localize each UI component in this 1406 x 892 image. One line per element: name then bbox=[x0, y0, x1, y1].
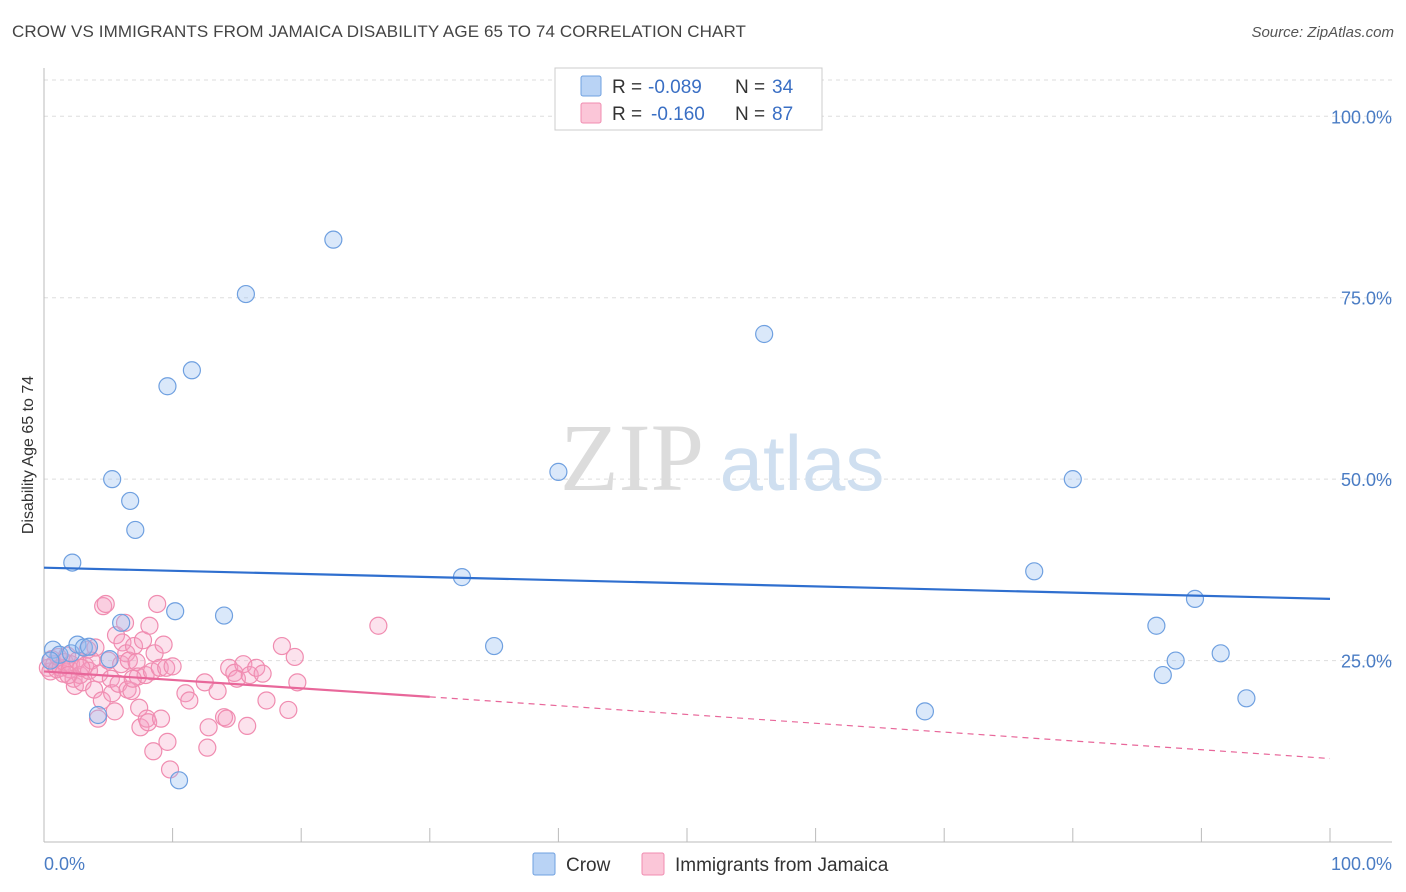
bottom-legend: Crow Immigrants from Jamaica bbox=[532, 852, 889, 876]
crow-point bbox=[485, 636, 504, 656]
jamaica-point bbox=[257, 691, 276, 710]
jamaica-point bbox=[288, 673, 307, 692]
jamaica-point bbox=[96, 594, 115, 614]
legend-jamaica-swatch bbox=[580, 102, 602, 124]
crow-point bbox=[1153, 665, 1172, 685]
jamaica-point bbox=[279, 700, 298, 720]
legend-crow-r-value: -0.089 bbox=[648, 77, 702, 98]
chart-source: Source: ZipAtlas.com bbox=[1251, 24, 1394, 41]
jamaica-point bbox=[157, 658, 176, 677]
watermark: ZIP atlas bbox=[560, 404, 884, 511]
crow-point bbox=[236, 284, 256, 304]
axes bbox=[43, 68, 1392, 843]
crow-point bbox=[1237, 689, 1256, 708]
legend-crow-n-value: 34 bbox=[772, 77, 794, 98]
crow-point bbox=[1147, 616, 1166, 635]
crow-point bbox=[1185, 589, 1205, 608]
series-crow-points bbox=[41, 230, 1256, 790]
jamaica-point bbox=[208, 681, 227, 701]
crow-point bbox=[755, 324, 774, 344]
legend: R = -0.089 N = 34 R = -0.160 N = 87 bbox=[554, 67, 823, 131]
jamaica-point bbox=[158, 732, 177, 751]
jamaica-point bbox=[272, 636, 292, 656]
jamaica-point bbox=[154, 635, 173, 654]
crow-point bbox=[63, 553, 82, 572]
crow-point bbox=[915, 702, 935, 721]
jamaica-trend-line bbox=[43, 670, 430, 698]
jamaica-point bbox=[144, 742, 163, 761]
crow-point bbox=[88, 705, 108, 725]
crow-point bbox=[1166, 651, 1185, 670]
jamaica-point bbox=[72, 658, 91, 677]
y-tick-label: 50.0% bbox=[1341, 470, 1392, 490]
crow-point bbox=[112, 613, 131, 632]
crow-point bbox=[103, 470, 122, 489]
y-tick-label: 75.0% bbox=[1341, 289, 1392, 309]
watermark-atlas: atlas bbox=[720, 419, 885, 507]
crow-point bbox=[158, 377, 177, 396]
jamaica-point bbox=[92, 691, 111, 710]
bottom-legend-crow-swatch bbox=[532, 852, 556, 876]
crow-point bbox=[166, 602, 185, 621]
legend-jamaica-n-label: N = bbox=[735, 104, 765, 125]
legend-jamaica-r-value: -0.160 bbox=[651, 104, 705, 125]
crow-point bbox=[100, 650, 119, 669]
y-tick-label: 100.0% bbox=[1331, 107, 1392, 127]
legend-jamaica-r-label: R = bbox=[612, 104, 642, 125]
crow-point bbox=[50, 645, 69, 664]
jamaica-point bbox=[151, 709, 171, 728]
jamaica-trend-extension bbox=[429, 696, 1331, 760]
legend-crow-n-label: N = bbox=[735, 77, 765, 98]
jamaica-point bbox=[94, 597, 113, 616]
jamaica-point bbox=[140, 616, 159, 635]
crow-point bbox=[182, 361, 201, 380]
y-axis-tick-labels: 25.0% 50.0% 75.0% 100.0% bbox=[1331, 107, 1392, 671]
jamaica-point bbox=[124, 636, 144, 656]
crow-point bbox=[41, 651, 60, 670]
jamaica-point bbox=[105, 702, 124, 721]
crow-point bbox=[1211, 644, 1230, 663]
legend-crow-swatch bbox=[580, 75, 602, 97]
jamaica-point bbox=[253, 664, 272, 683]
jamaica-point bbox=[163, 657, 182, 676]
crow-point bbox=[79, 637, 99, 656]
jamaica-point bbox=[148, 594, 167, 614]
crow-point bbox=[74, 638, 93, 657]
bottom-legend-crow-label: Crow bbox=[566, 855, 611, 876]
crow-point bbox=[1063, 470, 1082, 489]
jamaica-point bbox=[238, 716, 257, 735]
jamaica-point bbox=[115, 613, 135, 632]
crow-point bbox=[214, 606, 234, 625]
crow-point bbox=[324, 230, 343, 249]
legend-crow-r-label: R = bbox=[612, 77, 642, 98]
jamaica-point bbox=[369, 616, 388, 635]
crow-point bbox=[121, 491, 140, 511]
x-tick-label-min: 0.0% bbox=[44, 854, 85, 874]
jamaica-point bbox=[180, 691, 199, 710]
crow-point bbox=[126, 520, 145, 540]
bottom-legend-jamaica-swatch bbox=[641, 852, 665, 876]
y-tick-label: 25.0% bbox=[1341, 652, 1392, 672]
legend-jamaica-n-value: 87 bbox=[772, 104, 793, 125]
crow-point bbox=[1025, 562, 1044, 581]
jamaica-point bbox=[285, 647, 304, 667]
bottom-legend-jamaica-label: Immigrants from Jamaica bbox=[675, 855, 889, 876]
jamaica-point bbox=[198, 738, 217, 757]
trend-lines bbox=[43, 566, 1331, 760]
crow-point bbox=[549, 462, 568, 481]
jamaica-point bbox=[199, 718, 218, 737]
y-axis-label: Disability Age 65 to 74 bbox=[20, 376, 37, 534]
jamaica-point bbox=[113, 633, 132, 652]
series-immigrants-from-jamaica-points bbox=[38, 594, 388, 779]
x-tick-label-max: 100.0% bbox=[1331, 854, 1392, 874]
crow-trend-line bbox=[43, 566, 1331, 600]
chart-title: CROW VS IMMIGRANTS FROM JAMAICA DISABILI… bbox=[12, 22, 747, 41]
jamaica-point bbox=[217, 709, 236, 728]
x-axis-ticks bbox=[43, 828, 1331, 842]
jamaica-point bbox=[103, 684, 122, 703]
crow-point bbox=[169, 771, 189, 790]
watermark-zip: ZIP bbox=[560, 404, 704, 511]
